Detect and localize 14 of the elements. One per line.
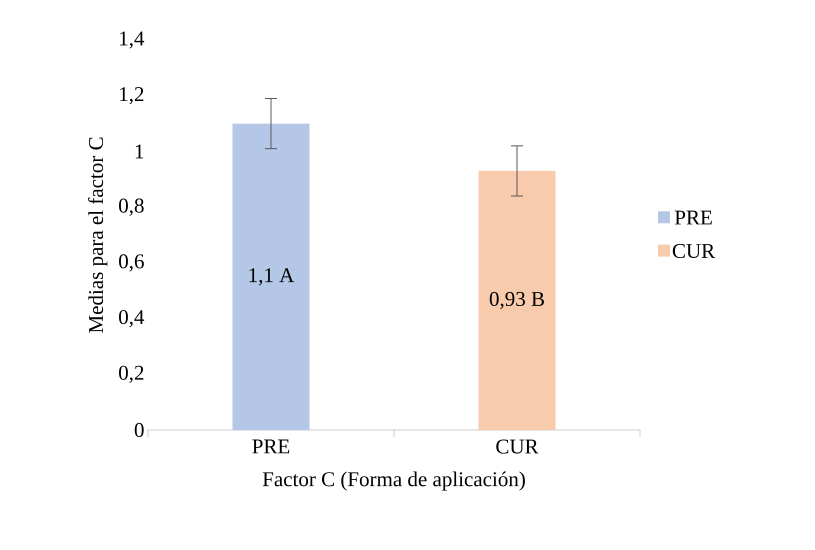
y-tick-label: 0,8 [119, 198, 144, 216]
y-tick-label: 0 [134, 422, 144, 438]
data-label: 1,1 A [250, 268, 294, 286]
y-axis-title: Medias para el factor C [88, 138, 108, 333]
y-tick-label: 1,2 [120, 87, 144, 104]
y-tick-label: 1 [136, 144, 144, 158]
x-axis-title: Factor C (Forma de aplicación) [262, 472, 525, 491]
legend-label: PRE [674, 210, 712, 224]
y-tick-label: 1,4 [120, 31, 144, 49]
legend-label: CUR [672, 244, 716, 258]
y-tick-label: 0,2 [119, 366, 144, 383]
y-tick-label: 0,6 [119, 254, 144, 272]
data-label: 0,93 B [490, 292, 544, 310]
y-tick-label: 0,4 [119, 310, 144, 328]
